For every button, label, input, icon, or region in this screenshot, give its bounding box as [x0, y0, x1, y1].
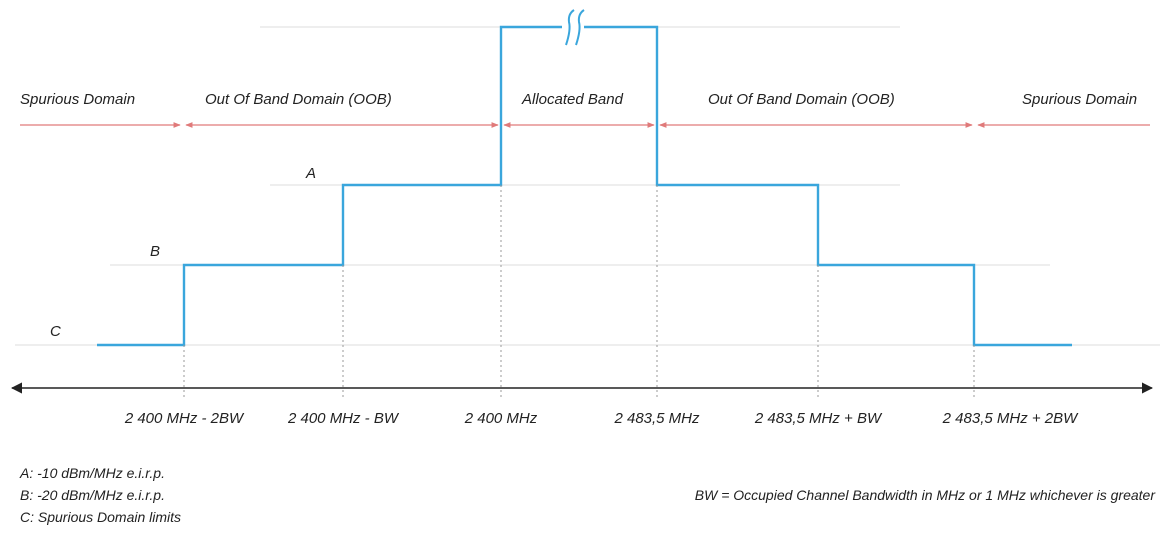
tick-label-5: 2 483,5 MHz + BW [754, 410, 883, 427]
tick-label-6: 2 483,5 MHz + 2BW [942, 410, 1079, 427]
break-symbol [565, 9, 575, 46]
domain-label-oob-left: Out Of Band Domain (OOB) [205, 91, 392, 108]
bw-definition-note: BW = Occupied Channel Bandwidth in MHz o… [695, 487, 1157, 503]
domain-label-oob-right: Out Of Band Domain (OOB) [708, 91, 895, 108]
legend-c: C: Spurious Domain limits [20, 509, 181, 525]
level-label-a: A [305, 165, 316, 182]
tick-label-4: 2 483,5 MHz [613, 410, 700, 427]
domain-label-allocated: Allocated Band [521, 91, 624, 108]
domain-label-spurious-right: Spurious Domain [1022, 91, 1137, 108]
break-gap [562, 20, 584, 34]
legend-b: B: -20 dBm/MHz e.i.r.p. [20, 487, 165, 503]
break-symbol-2 [575, 9, 585, 46]
tick-label-3: 2 400 MHz [464, 410, 538, 427]
legend-a: A: -10 dBm/MHz e.i.r.p. [19, 465, 165, 481]
tick-label-1: 2 400 MHz - 2BW [124, 410, 245, 427]
grid-lines [15, 26, 1160, 346]
spectrum-mask-line [97, 25, 1072, 347]
domain-label-spurious-left: Spurious Domain [20, 91, 135, 108]
tick-guides [183, 185, 975, 398]
level-label-c: C [50, 323, 61, 340]
level-label-b: B [150, 243, 160, 260]
tick-label-2: 2 400 MHz - BW [287, 410, 400, 427]
